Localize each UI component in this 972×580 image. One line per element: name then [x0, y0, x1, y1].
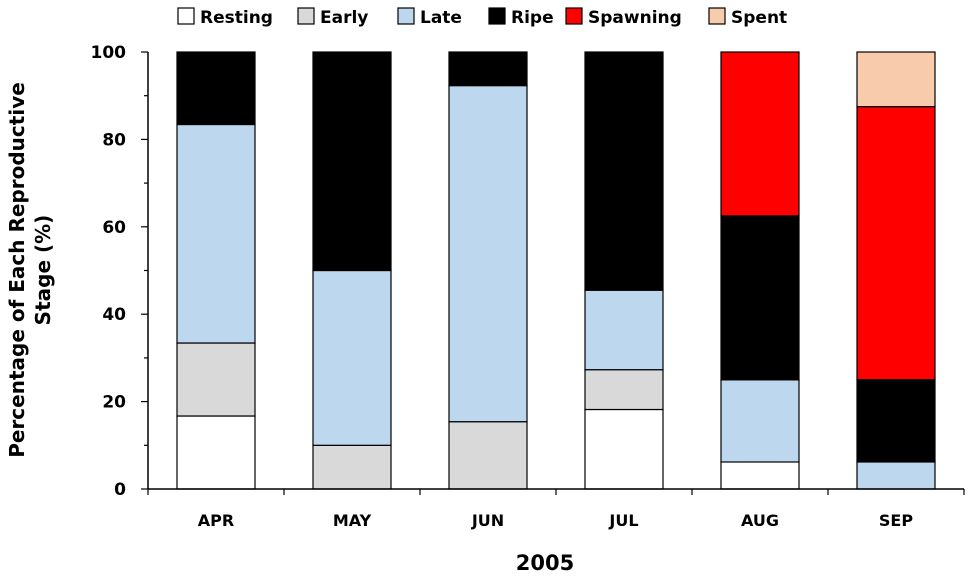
bar-apr-ripe: [176, 51, 256, 126]
legend-label-spawning: Spawning: [588, 8, 682, 28]
legend-swatch-ripe: [488, 7, 506, 25]
bar-apr-resting: [176, 415, 256, 490]
bar-jul-ripe: [584, 51, 664, 291]
y-tick-label: 100: [91, 43, 127, 63]
y-axis-label: Percentage of Each Reproductive Stage (%…: [5, 82, 55, 458]
legend-swatch-late: [397, 7, 415, 25]
x-tick-label: SEP: [879, 511, 913, 530]
y-tick-label: 40: [102, 305, 126, 325]
bar-aug-late: [720, 379, 800, 463]
x-tick-label: AUG: [741, 511, 779, 530]
x-ticks: APR MAY JUN JUL AUG SEP: [147, 489, 965, 530]
y-tick-label: 60: [102, 218, 126, 238]
y-axis-label-line-2: Stage (%): [31, 215, 55, 326]
y-tick-label: 0: [114, 480, 126, 500]
bar-jun-late: [448, 84, 528, 423]
bar-sep-spent: [856, 51, 936, 108]
legend: Resting Early Late Ripe Spawning Spent: [177, 7, 787, 28]
bar-jun-ripe: [448, 51, 528, 87]
x-tick-label: JUN: [471, 511, 504, 530]
legend-label-late: Late: [420, 8, 462, 28]
x-tick-label: APR: [198, 511, 234, 530]
legend-label-spent: Spent: [731, 8, 787, 28]
legend-label-early: Early: [320, 8, 368, 28]
bar-sep-ripe: [856, 379, 936, 463]
bars: [176, 51, 936, 490]
legend-swatch-spawning: [565, 7, 583, 25]
bar-may-ripe: [312, 51, 392, 272]
x-axis-label: 2005: [516, 551, 574, 575]
bar-jul-early: [584, 369, 664, 411]
axes: [147, 52, 964, 490]
legend-swatch-spent: [708, 7, 726, 25]
bar-aug-ripe: [720, 215, 800, 381]
legend-label-ripe: Ripe: [511, 8, 554, 28]
x-tick-label: MAY: [333, 511, 372, 530]
bar-apr-early: [176, 342, 256, 417]
bar-aug-resting: [720, 461, 800, 490]
x-tick-label: JUL: [608, 511, 638, 530]
bar-jun-early: [448, 421, 528, 490]
bar-sep-late: [856, 461, 936, 490]
legend-swatch-early: [297, 7, 315, 25]
bar-apr-late: [176, 123, 256, 344]
y-tick-label: 20: [102, 393, 126, 413]
bar-aug-spawning: [720, 51, 800, 217]
y-axis-label-line-1: Percentage of Each Reproductive: [5, 82, 29, 458]
bar-jul-resting: [584, 408, 664, 490]
legend-label-resting: Resting: [200, 8, 273, 28]
bar-may-late: [312, 269, 392, 446]
y-tick-label: 80: [102, 130, 126, 150]
legend-swatch-resting: [177, 7, 195, 25]
y-ticks: 0 20 40 60 80 100: [91, 43, 148, 500]
bar-may-early: [312, 444, 392, 490]
bar-jul-late: [584, 289, 664, 371]
bar-sep-spawning: [856, 105, 936, 381]
